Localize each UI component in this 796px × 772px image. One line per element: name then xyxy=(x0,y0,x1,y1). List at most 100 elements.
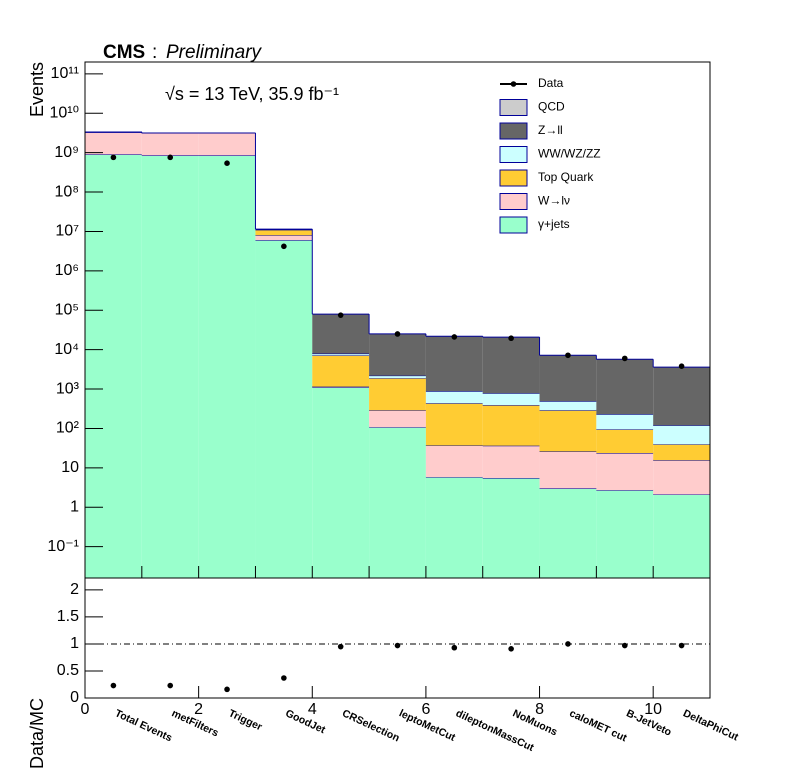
y-tick-label: 10 xyxy=(61,459,79,476)
x-tick-label: 0 xyxy=(81,701,90,718)
y-tick-label: 10⁸ xyxy=(54,183,79,200)
legend-label: WW/WZ/ZZ xyxy=(538,147,601,161)
histogram-bar xyxy=(596,429,654,454)
separator: : xyxy=(152,42,157,63)
histogram-bar xyxy=(653,367,710,426)
legend-label: γ+jets xyxy=(538,217,570,231)
histogram-bar xyxy=(141,133,199,156)
histogram-bar xyxy=(482,445,540,479)
ratio-point xyxy=(678,642,685,649)
data-point xyxy=(621,355,628,362)
y-tick-label: 10⁴ xyxy=(54,341,79,358)
data-point xyxy=(565,352,571,359)
histogram-bar xyxy=(369,333,426,376)
histogram-bar xyxy=(369,375,426,379)
legend-label: W→lν xyxy=(538,194,570,208)
histogram-bar xyxy=(653,444,710,461)
histogram-bar xyxy=(198,155,256,578)
x-tick-label: 4 xyxy=(308,701,317,718)
y-tick-label: 1 xyxy=(70,635,79,652)
legend-label: Data xyxy=(538,76,564,90)
legend-data-marker xyxy=(510,81,517,87)
y-tick-label: 10⁶ xyxy=(55,262,79,279)
legend-swatch xyxy=(499,169,528,187)
legend-label: QCD xyxy=(538,100,565,114)
legend-label: Z→ll xyxy=(538,123,563,137)
histogram-bar xyxy=(596,453,654,491)
histogram-bar xyxy=(539,355,597,402)
chart-subtitle: Preliminary xyxy=(166,42,263,63)
ratio-point xyxy=(281,675,287,681)
x-tick-label: 2 xyxy=(194,701,203,718)
histogram-bar xyxy=(482,478,540,578)
y-axis-label: Events xyxy=(27,62,47,117)
histogram-bar xyxy=(369,427,426,578)
histogram-bar xyxy=(425,391,483,404)
ratio-point xyxy=(224,686,230,693)
histogram-bar xyxy=(255,240,313,578)
histogram-bar xyxy=(312,353,370,356)
ratio-point xyxy=(508,646,514,652)
histogram-bar xyxy=(141,155,199,578)
histogram-bar xyxy=(482,405,540,446)
x-tick-label: 8 xyxy=(535,701,544,718)
data-point xyxy=(167,154,174,161)
histogram-bar xyxy=(596,490,654,578)
histogram-bar xyxy=(85,154,142,579)
y-tick-label: 0.5 xyxy=(57,662,79,679)
y-tick-label: 10¹⁰ xyxy=(49,104,79,121)
legend-swatch xyxy=(499,146,528,163)
y-tick-label: 10¹¹ xyxy=(51,65,79,82)
legend-swatch xyxy=(499,216,528,234)
x-tick-label: 6 xyxy=(421,701,430,718)
histogram-bar xyxy=(312,387,370,578)
histogram-bar xyxy=(482,337,540,394)
y-tick-label: 2 xyxy=(70,581,79,598)
legend-swatch xyxy=(499,122,528,140)
histogram-bar xyxy=(369,410,426,428)
histogram-bar xyxy=(425,445,483,478)
histogram-bar xyxy=(312,355,370,387)
histogram-bar xyxy=(596,359,654,415)
ratio-frame xyxy=(84,577,711,699)
data-point xyxy=(110,154,117,161)
legend-swatch xyxy=(499,193,528,210)
chart-title: CMS xyxy=(103,42,145,63)
histogram-bar xyxy=(312,314,370,354)
y-tick-label: 10⁹ xyxy=(54,144,79,161)
ratio-y-axis-label: Data/MC xyxy=(27,698,47,769)
y-tick-label: 10³ xyxy=(56,380,80,397)
data-point xyxy=(337,312,344,318)
histogram-bar xyxy=(255,229,313,236)
histogram-bar xyxy=(539,401,597,411)
y-tick-label: 0 xyxy=(70,689,79,706)
y-tick-label: 1.5 xyxy=(57,608,79,625)
ratio-point xyxy=(167,682,174,689)
histogram-bar xyxy=(539,451,597,489)
histogram-bar xyxy=(539,488,597,578)
histogram-bar xyxy=(255,235,313,241)
data-point xyxy=(508,335,514,342)
histogram-bar xyxy=(425,336,483,392)
y-tick-label: 1 xyxy=(70,498,79,515)
histogram-bar xyxy=(425,403,483,446)
annotation: √s = 13 TeV, 35.9 fb⁻¹ xyxy=(165,84,339,104)
y-tick-label: 10⁷ xyxy=(55,223,79,240)
histogram-bar xyxy=(369,378,426,411)
histogram-bar xyxy=(198,133,256,156)
data-point xyxy=(451,334,458,340)
legend-swatch xyxy=(499,99,528,116)
ratio-point xyxy=(394,642,401,649)
histogram-bar xyxy=(653,494,710,578)
y-tick-label: 10² xyxy=(56,420,80,437)
ratio-point xyxy=(565,641,571,647)
histogram-bar xyxy=(539,410,597,452)
ratio-point xyxy=(621,642,628,649)
data-point xyxy=(678,363,685,370)
data-point xyxy=(281,243,287,250)
histogram-bar xyxy=(596,414,654,430)
ratio-point xyxy=(110,682,117,689)
data-point xyxy=(224,160,230,167)
data-point xyxy=(394,331,401,337)
